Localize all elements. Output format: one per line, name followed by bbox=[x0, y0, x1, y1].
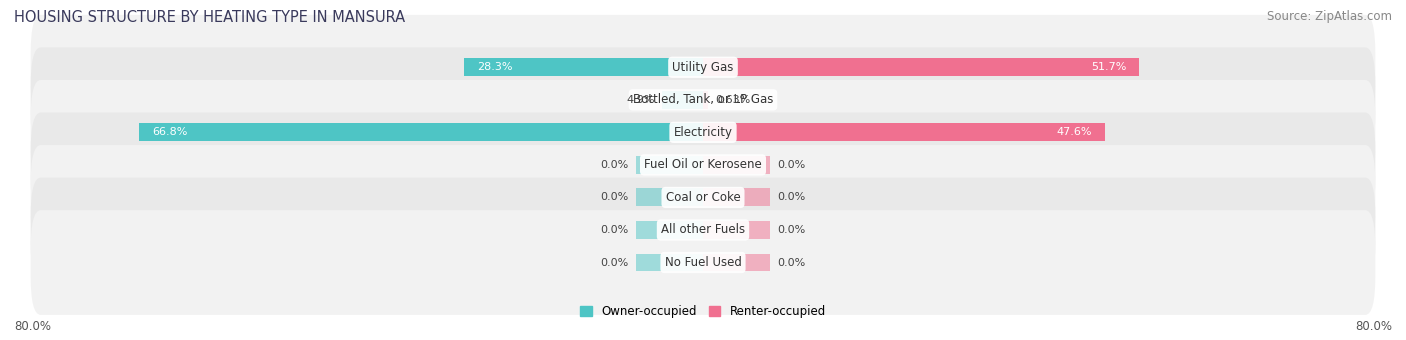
Text: 0.0%: 0.0% bbox=[778, 257, 806, 268]
Legend: Owner-occupied, Renter-occupied: Owner-occupied, Renter-occupied bbox=[575, 301, 831, 323]
Bar bbox=[703, 156, 770, 174]
Bar bbox=[703, 91, 709, 109]
Bar bbox=[703, 188, 770, 206]
FancyBboxPatch shape bbox=[31, 113, 1375, 217]
Text: 80.0%: 80.0% bbox=[14, 320, 51, 333]
Text: Source: ZipAtlas.com: Source: ZipAtlas.com bbox=[1267, 10, 1392, 23]
Bar bbox=[464, 58, 703, 76]
Bar bbox=[636, 221, 703, 239]
Bar bbox=[636, 156, 703, 174]
FancyBboxPatch shape bbox=[31, 177, 1375, 283]
Bar bbox=[703, 221, 770, 239]
FancyBboxPatch shape bbox=[31, 210, 1375, 315]
Text: No Fuel Used: No Fuel Used bbox=[665, 256, 741, 269]
Text: 66.8%: 66.8% bbox=[152, 128, 187, 137]
Text: 0.0%: 0.0% bbox=[778, 192, 806, 202]
Text: HOUSING STRUCTURE BY HEATING TYPE IN MANSURA: HOUSING STRUCTURE BY HEATING TYPE IN MAN… bbox=[14, 10, 405, 25]
FancyBboxPatch shape bbox=[31, 145, 1375, 250]
Text: 0.0%: 0.0% bbox=[778, 160, 806, 170]
Text: 4.9%: 4.9% bbox=[627, 95, 655, 105]
Text: 0.0%: 0.0% bbox=[600, 160, 628, 170]
Text: 0.0%: 0.0% bbox=[600, 192, 628, 202]
Bar bbox=[703, 123, 1105, 141]
FancyBboxPatch shape bbox=[31, 80, 1375, 185]
Text: Fuel Oil or Kerosene: Fuel Oil or Kerosene bbox=[644, 158, 762, 171]
Text: All other Fuels: All other Fuels bbox=[661, 223, 745, 237]
Bar bbox=[139, 123, 703, 141]
Text: Bottled, Tank, or LP Gas: Bottled, Tank, or LP Gas bbox=[633, 93, 773, 106]
Text: Coal or Coke: Coal or Coke bbox=[665, 191, 741, 204]
Text: Electricity: Electricity bbox=[673, 126, 733, 139]
Bar bbox=[662, 91, 703, 109]
Text: 0.0%: 0.0% bbox=[600, 225, 628, 235]
Text: 47.6%: 47.6% bbox=[1056, 128, 1092, 137]
Text: Utility Gas: Utility Gas bbox=[672, 61, 734, 74]
Bar bbox=[703, 254, 770, 271]
Text: 0.0%: 0.0% bbox=[600, 257, 628, 268]
Text: 0.0%: 0.0% bbox=[778, 225, 806, 235]
FancyBboxPatch shape bbox=[31, 47, 1375, 152]
Text: 51.7%: 51.7% bbox=[1091, 62, 1126, 72]
Bar bbox=[636, 254, 703, 271]
Text: 0.63%: 0.63% bbox=[716, 95, 751, 105]
Bar bbox=[636, 188, 703, 206]
FancyBboxPatch shape bbox=[31, 15, 1375, 120]
Text: 80.0%: 80.0% bbox=[1355, 320, 1392, 333]
Text: 28.3%: 28.3% bbox=[477, 62, 512, 72]
Bar bbox=[703, 58, 1139, 76]
